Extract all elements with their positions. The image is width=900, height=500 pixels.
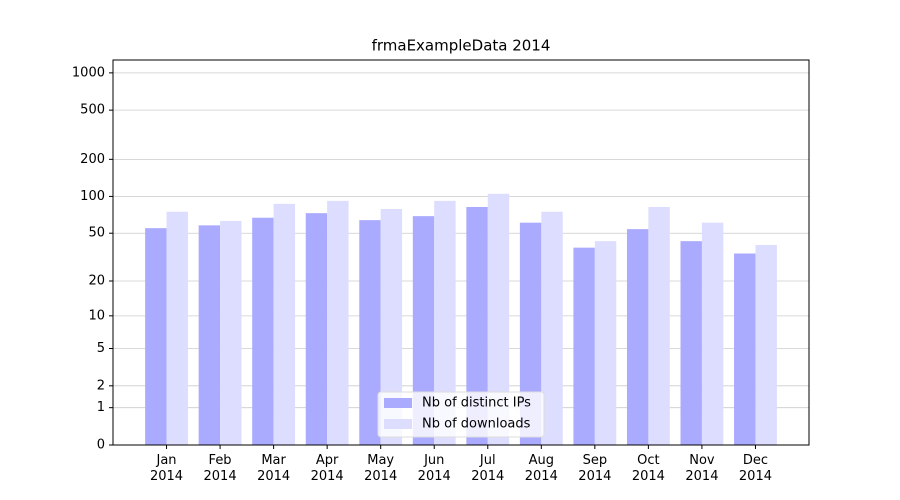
bar: [541, 211, 563, 445]
y-tick-label: 1000: [72, 65, 105, 80]
bar: [166, 211, 188, 445]
bar: [594, 241, 617, 445]
bar: [701, 222, 724, 445]
legend-label: Nb of distinct IPs: [422, 396, 531, 411]
legend-swatch: [384, 398, 412, 408]
bar: [198, 225, 221, 445]
plot-frame: [112, 59, 810, 446]
x-tick-label: Feb 2014: [203, 453, 237, 484]
x-tick-label: May 2014: [364, 453, 398, 484]
bar: [680, 241, 702, 445]
bar: [273, 203, 296, 445]
y-tick-label: 2: [97, 378, 105, 393]
y-tick-label: 5: [97, 341, 105, 356]
bar: [734, 253, 756, 445]
bar: [380, 208, 403, 445]
bar: [145, 228, 167, 445]
x-tick-label: Oct 2014: [631, 453, 665, 484]
x-tick-label: Mar 2014: [257, 453, 291, 484]
bar: [327, 200, 349, 445]
y-tick-label: 500: [80, 103, 105, 118]
legend-label: Nb of downloads: [422, 417, 531, 432]
bar: [220, 220, 242, 445]
y-tick-label: 100: [80, 189, 105, 204]
bar: [487, 193, 510, 445]
bar: [573, 247, 595, 445]
legend-box: [377, 391, 545, 438]
bar: [434, 200, 456, 445]
bar: [648, 206, 670, 445]
bar: [626, 229, 649, 445]
bar: [305, 213, 328, 445]
x-tick-label: Nov 2014: [685, 453, 719, 484]
bar: [412, 216, 435, 445]
bar: [519, 222, 542, 445]
x-tick-label: Dec 2014: [738, 453, 772, 484]
bar: [755, 244, 777, 445]
y-tick-label: 10: [88, 308, 105, 323]
bar: [466, 206, 488, 445]
x-tick-label: Sep 2014: [578, 453, 612, 484]
legend-swatch: [384, 419, 412, 429]
x-tick-label: Jun 2014: [417, 453, 451, 484]
y-tick-label: 50: [88, 226, 105, 241]
chart-title: frmaExampleData 2014: [372, 37, 551, 55]
x-tick-label: Apr 2014: [310, 453, 344, 484]
y-tick-label: 200: [80, 152, 105, 167]
y-tick-label: 20: [88, 274, 105, 289]
x-tick-label: Aug 2014: [524, 453, 558, 484]
x-tick-label: Jul 2014: [471, 453, 505, 484]
bar: [252, 217, 274, 445]
y-tick-label: 1: [97, 400, 105, 415]
y-tick-label: 0: [97, 438, 105, 453]
x-tick-label: Jan 2014: [149, 453, 184, 484]
bar: [359, 220, 381, 445]
